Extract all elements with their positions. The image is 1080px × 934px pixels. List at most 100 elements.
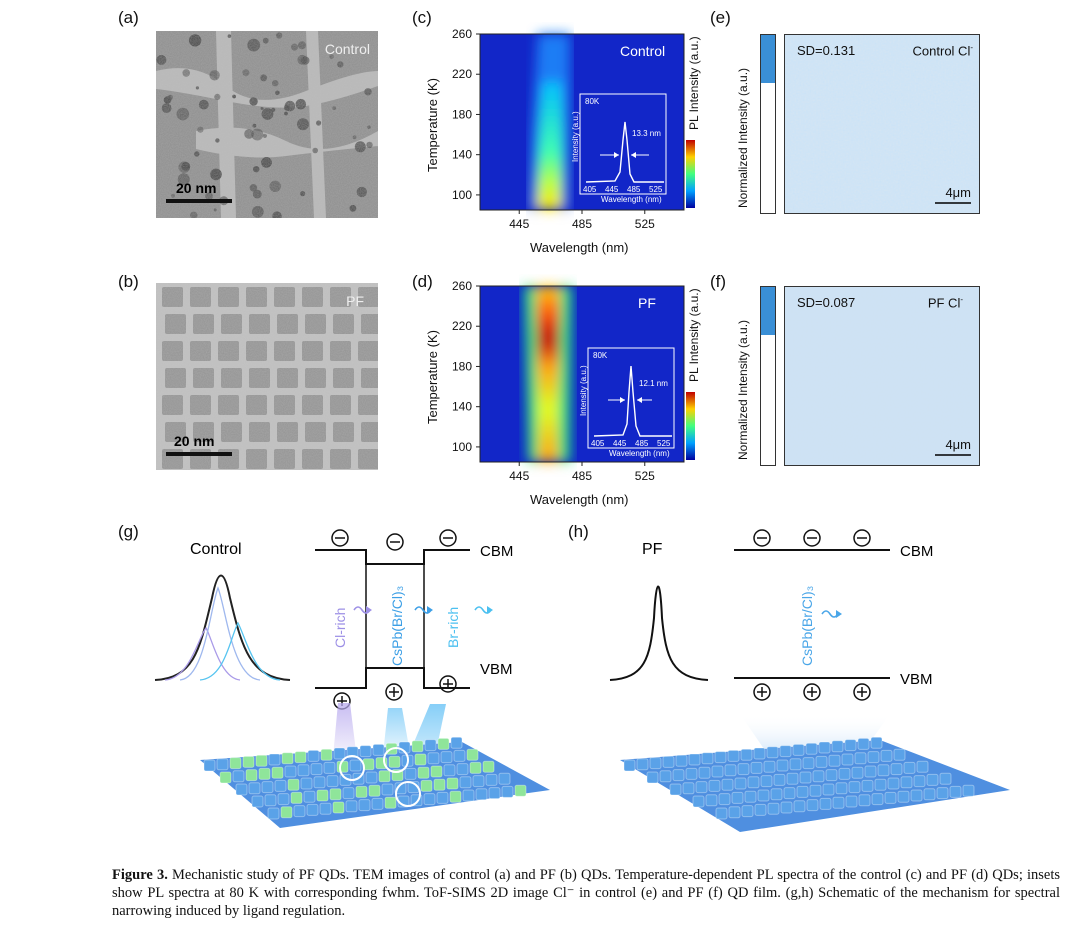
inset-pf: 80K 12.1 nm 405 445 485 525 Wavelength (… <box>579 347 675 458</box>
film-cube <box>294 751 307 764</box>
cl-rich-label: Cl-rich <box>332 608 348 648</box>
film-cube <box>323 761 336 774</box>
film-cube <box>688 753 701 766</box>
film-cube <box>832 796 845 809</box>
film-cube <box>750 761 763 774</box>
y-axis-label: Temperature (K) <box>425 78 440 172</box>
film-cube <box>766 746 779 759</box>
film-cube <box>446 777 459 790</box>
film-cube <box>427 752 440 765</box>
film-cube <box>255 754 268 767</box>
film-cube <box>372 743 385 756</box>
film-cube <box>203 759 216 772</box>
colorbar-label: PL Intensity (a.u.) <box>687 288 701 382</box>
sims-map-control: SD=0.131 Control Cl- 4μm <box>784 34 980 214</box>
film-cube <box>342 787 355 800</box>
film-cube <box>900 776 913 789</box>
film-cube <box>303 790 316 803</box>
film-cube <box>815 755 828 768</box>
film-cube <box>692 795 705 808</box>
film-cube <box>867 751 880 764</box>
y-tick-label: 100 <box>452 188 472 202</box>
panel-label-a: (a) <box>118 8 139 27</box>
y-axis-label: Normalized Intensity (a.u.) <box>736 320 750 460</box>
film-cube <box>731 791 744 804</box>
film-cube <box>858 794 871 807</box>
colorbar-label: PL Intensity (a.u.) <box>687 36 701 130</box>
film-cube <box>780 801 793 814</box>
sims-map-pf: SD=0.087 PF Cl- 4μm <box>784 286 980 466</box>
inset-ylabel: Intensity (a.u.) <box>579 365 588 416</box>
film-cube <box>799 771 812 784</box>
y-tick-label: 180 <box>452 359 472 373</box>
film-cube <box>346 746 359 759</box>
film-cube <box>378 770 391 783</box>
inset-tick: 445 <box>605 185 619 194</box>
inset-tick: 445 <box>613 439 627 448</box>
inset-temp: 80K <box>593 351 608 360</box>
film-cube <box>359 745 372 758</box>
film-cube <box>316 789 329 802</box>
film-cube <box>349 759 362 772</box>
film-cube <box>939 772 952 785</box>
figure-caption: Figure 3. Mechanistic study of PF QDs. T… <box>112 867 1061 919</box>
heatmap-control: 80K 13.3 nm 405 445 485 525 Wavelength (… <box>425 27 701 255</box>
x-tick-label: 485 <box>572 217 592 231</box>
film-cube <box>887 777 900 790</box>
compound-label: CsPb(Br/Cl)₃ <box>799 586 815 666</box>
film-cube <box>874 778 887 791</box>
compound-label: CsPb(Br/Cl)₃ <box>389 586 405 666</box>
film-cube <box>708 779 721 792</box>
hole-icons <box>333 675 457 710</box>
panel-label-d: (d) <box>412 272 433 291</box>
inset-xlabel: Wavelength (nm) <box>609 449 670 458</box>
x-tick-label: 525 <box>635 469 655 483</box>
film-cube <box>436 791 449 804</box>
film-cube <box>744 790 757 803</box>
x-tick-label: 445 <box>509 217 529 231</box>
film-cube <box>371 797 384 810</box>
film-cube <box>358 799 371 812</box>
film-cube <box>229 757 242 770</box>
vbm-label: VBM <box>900 671 933 688</box>
film-cube <box>910 789 923 802</box>
br-rich-label: Br-rich <box>445 607 461 648</box>
film-cube <box>734 777 747 790</box>
film-cube <box>443 764 456 777</box>
film-cube <box>245 769 258 782</box>
film-cube <box>682 782 695 795</box>
film-cube <box>841 753 854 766</box>
film-cube <box>320 748 333 761</box>
film-cube <box>838 767 851 780</box>
film-cube <box>715 807 728 820</box>
film-cube <box>261 781 274 794</box>
cbm-label: CBM <box>480 543 513 560</box>
film-cube <box>923 788 936 801</box>
film-cube <box>485 773 498 786</box>
film-cube <box>417 766 430 779</box>
film-cube <box>242 755 255 768</box>
inset-tick: 525 <box>657 439 671 448</box>
film-cube <box>306 803 319 816</box>
inset-xlabel: Wavelength (nm) <box>601 195 662 204</box>
film-cube <box>430 765 443 778</box>
film-cube <box>404 767 417 780</box>
film-cube <box>310 763 323 776</box>
film-cube <box>926 773 939 786</box>
film-cube <box>711 765 724 778</box>
x-axis-label: Wavelength (nm) <box>530 240 629 255</box>
film-cube <box>329 788 342 801</box>
tem-tag-control: Control <box>324 41 370 57</box>
film-cube <box>449 790 462 803</box>
y-tick-label: 220 <box>452 319 472 333</box>
film-cube <box>440 751 453 764</box>
sd-value: SD=0.131 <box>797 43 856 58</box>
sims-title: Control Cl- <box>912 43 973 59</box>
film-cube <box>825 769 838 782</box>
film-cube <box>414 753 427 766</box>
panel-label-b: (b) <box>118 272 139 291</box>
film-cube <box>332 801 345 814</box>
film-cube <box>433 778 446 791</box>
film-cube <box>890 763 903 776</box>
film-cube <box>267 807 280 820</box>
